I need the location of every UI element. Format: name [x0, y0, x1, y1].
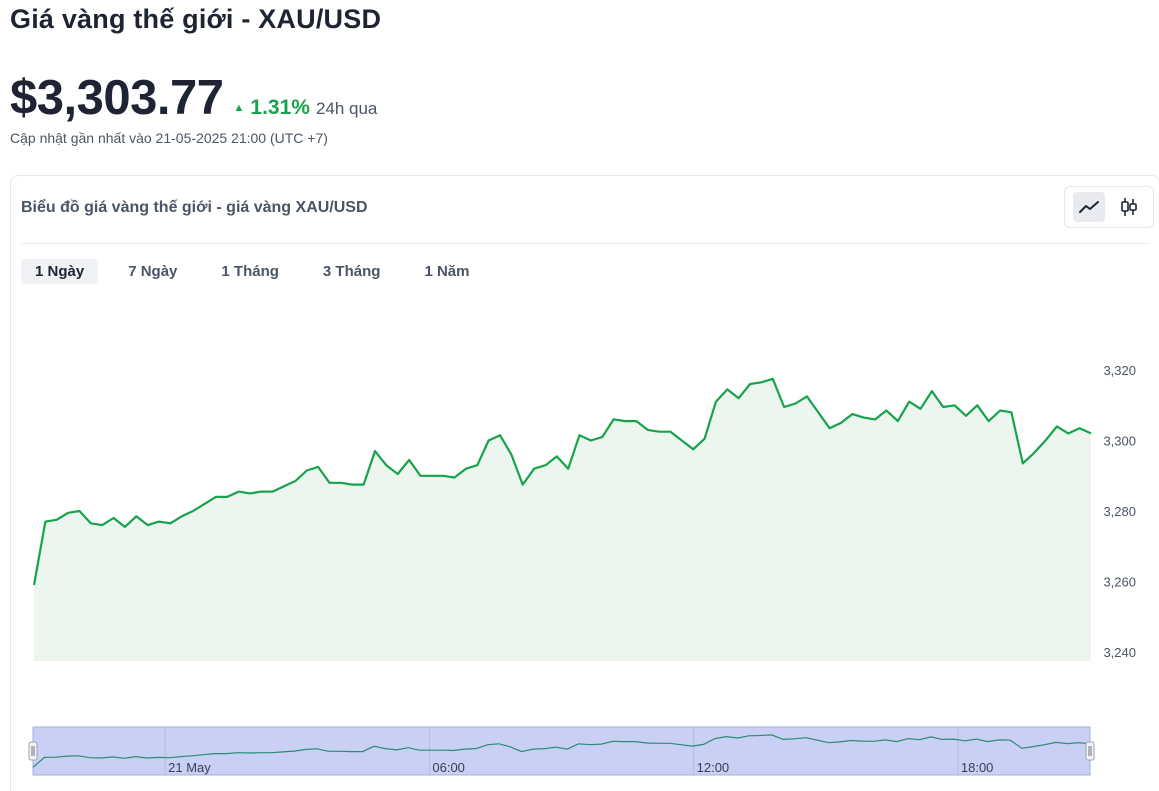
- candlestick-button[interactable]: [1113, 192, 1145, 222]
- card-header: Biểu đồ giá vàng thế giới - giá vàng XAU…: [21, 176, 1154, 244]
- period-tabs: 1 Ngày 7 Ngày 1 Tháng 3 Tháng 1 Năm: [21, 259, 499, 284]
- change-percent: 1.31%: [250, 96, 310, 119]
- view-toggle: [1064, 186, 1154, 228]
- price-change: ▲ 1.31% 24h qua: [234, 96, 378, 120]
- navigator-line: [32, 734, 1091, 768]
- tab-7-days[interactable]: 7 Ngày: [128, 263, 178, 280]
- y-tick-label: 3,280: [1103, 504, 1136, 519]
- navigator-label: 18:00: [961, 760, 994, 775]
- chart-title: Biểu đồ giá vàng thế giới - giá vàng XAU…: [21, 199, 368, 216]
- navigator-label: 12:00: [697, 760, 730, 775]
- y-tick-label: 3,300: [1103, 434, 1136, 449]
- navigator-label: 21 May: [168, 760, 211, 775]
- price-area: [34, 378, 1091, 661]
- current-price: $3,303.77: [10, 71, 224, 125]
- up-arrow-icon: ▲: [233, 102, 245, 114]
- line-chart-icon: [1079, 201, 1099, 213]
- navigator-window: [32, 726, 1091, 776]
- change-period: 24h qua: [315, 99, 378, 118]
- tab-1-year[interactable]: 1 Năm: [424, 263, 470, 280]
- price-line: [32, 377, 1092, 586]
- tab-1-day[interactable]: 1 Ngày: [21, 259, 99, 284]
- y-tick-label: 3,320: [1103, 363, 1136, 378]
- y-tick-label: 3,260: [1103, 575, 1136, 590]
- tab-3-months[interactable]: 3 Tháng: [322, 263, 381, 280]
- tab-1-month[interactable]: 1 Tháng: [221, 263, 279, 280]
- page-title: Giá vàng thế giới - XAU/USD: [10, 4, 382, 34]
- line-chart-button[interactable]: [1073, 192, 1105, 222]
- navigator-handle-left[interactable]: [28, 741, 38, 761]
- navigator-handle-right[interactable]: [1085, 741, 1095, 761]
- last-updated: Cập nhật gần nhất vào 21-05-2025 21:00 (…: [10, 130, 328, 146]
- y-tick-label: 3,240: [1103, 645, 1136, 660]
- navigator-label: 06:00: [432, 760, 465, 775]
- candlestick-icon: [1121, 198, 1137, 216]
- price-row: $3,303.77 ▲ 1.31% 24h qua: [10, 70, 377, 126]
